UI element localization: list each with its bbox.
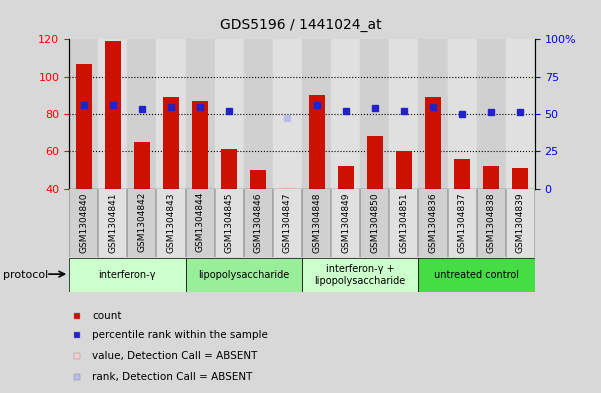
Text: GSM1304850: GSM1304850	[370, 192, 379, 253]
Text: GSM1304851: GSM1304851	[400, 192, 409, 253]
Text: GSM1304841: GSM1304841	[108, 192, 117, 253]
Bar	[186, 189, 215, 257]
Bar	[302, 39, 331, 189]
Text: interferon-γ +
lipopolysaccharide: interferon-γ + lipopolysaccharide	[314, 264, 406, 286]
Text: untreated control: untreated control	[434, 270, 519, 280]
Bar	[244, 39, 273, 189]
Bar	[396, 151, 412, 189]
Bar	[69, 258, 186, 292]
Bar	[338, 166, 353, 189]
Bar	[192, 101, 208, 189]
Bar	[477, 39, 506, 189]
Text: interferon-γ: interferon-γ	[99, 270, 156, 280]
Bar	[221, 149, 237, 189]
Bar	[127, 189, 156, 257]
Bar	[418, 39, 448, 189]
Bar	[127, 39, 156, 189]
Bar	[448, 39, 477, 189]
Bar	[279, 187, 296, 189]
Bar	[360, 189, 389, 257]
Bar	[69, 189, 98, 257]
Text: GSM1304842: GSM1304842	[138, 192, 147, 252]
Text: GSM1304848: GSM1304848	[312, 192, 321, 253]
Text: percentile rank within the sample: percentile rank within the sample	[92, 331, 268, 340]
Text: GSM1304846: GSM1304846	[254, 192, 263, 253]
Bar	[308, 95, 325, 189]
Text: GSM1304844: GSM1304844	[195, 192, 204, 252]
Bar	[512, 168, 528, 189]
Bar	[360, 39, 389, 189]
Bar	[156, 39, 186, 189]
Bar	[483, 166, 499, 189]
Bar	[477, 189, 506, 257]
Bar	[302, 258, 418, 292]
Text: GSM1304836: GSM1304836	[429, 192, 438, 253]
Bar	[156, 189, 186, 257]
Bar	[251, 170, 266, 189]
Text: GSM1304845: GSM1304845	[225, 192, 234, 253]
Bar	[506, 189, 535, 257]
Bar	[186, 39, 215, 189]
Bar	[425, 97, 441, 189]
Bar	[186, 258, 302, 292]
Bar	[98, 189, 127, 257]
Text: GSM1304839: GSM1304839	[516, 192, 525, 253]
Bar	[448, 189, 477, 257]
Bar	[105, 41, 121, 189]
Bar	[244, 189, 273, 257]
Bar	[389, 189, 418, 257]
Text: GSM1304847: GSM1304847	[283, 192, 292, 253]
Bar	[418, 258, 535, 292]
Bar	[215, 189, 244, 257]
Text: GSM1304838: GSM1304838	[487, 192, 496, 253]
Text: value, Detection Call = ABSENT: value, Detection Call = ABSENT	[92, 351, 257, 361]
Bar	[76, 64, 92, 189]
Text: lipopolysaccharide: lipopolysaccharide	[198, 270, 290, 280]
Text: rank, Detection Call = ABSENT: rank, Detection Call = ABSENT	[92, 372, 252, 382]
Bar	[506, 39, 535, 189]
Text: GSM1304843: GSM1304843	[166, 192, 175, 253]
Text: GSM1304840: GSM1304840	[79, 192, 88, 253]
Bar	[163, 97, 179, 189]
Bar	[134, 142, 150, 189]
Bar	[331, 189, 360, 257]
Bar	[418, 189, 448, 257]
Text: GSM1304837: GSM1304837	[457, 192, 466, 253]
Text: protocol: protocol	[3, 270, 48, 280]
Bar	[273, 189, 302, 257]
Bar	[273, 39, 302, 189]
Bar	[389, 39, 418, 189]
Bar	[331, 39, 360, 189]
Bar	[367, 136, 383, 189]
Bar	[302, 189, 331, 257]
Text: GDS5196 / 1441024_at: GDS5196 / 1441024_at	[220, 18, 381, 32]
Bar	[98, 39, 127, 189]
Text: count: count	[92, 310, 121, 321]
Bar	[69, 39, 98, 189]
Bar	[454, 159, 470, 189]
Text: GSM1304849: GSM1304849	[341, 192, 350, 253]
Bar	[215, 39, 244, 189]
